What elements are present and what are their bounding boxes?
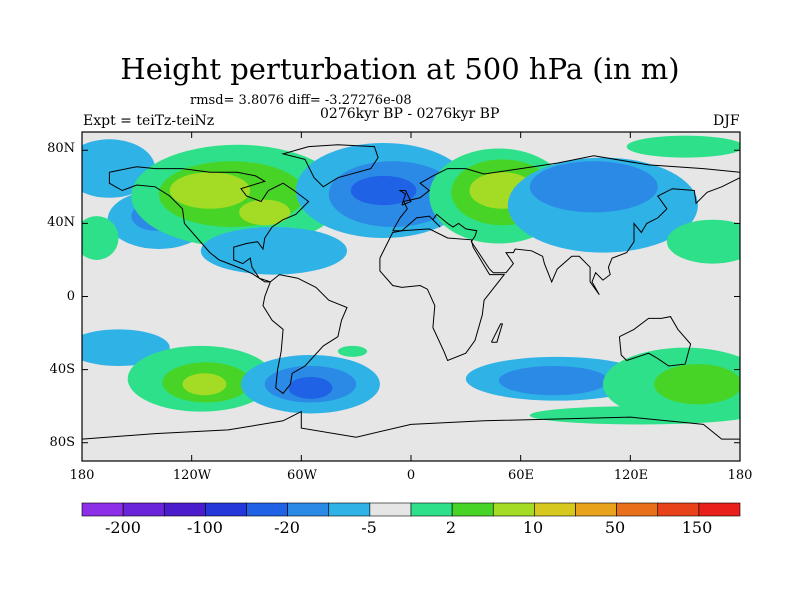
- contour-region: [288, 376, 333, 399]
- colorbar-swatch: [287, 502, 330, 517]
- x-tick-label: 60W: [287, 468, 317, 483]
- plot-title: Height perturbation at 500 hPa (in m): [120, 52, 680, 86]
- contour-region: [350, 175, 417, 206]
- colorbar-swatch: [534, 502, 576, 517]
- x-tick-label: 0: [406, 468, 416, 483]
- season-label: DJF: [713, 113, 740, 129]
- x-tick-label: 120E: [613, 468, 649, 483]
- colorbar-swatch: [369, 502, 412, 517]
- colorbar-swatch: [328, 502, 371, 517]
- coastline: [398, 190, 412, 206]
- colorbar-swatch: [163, 502, 206, 517]
- colorbar-swatch: [698, 502, 741, 517]
- contour-region: [498, 365, 609, 396]
- colorbar-swatch: [451, 502, 494, 517]
- y-tick-label: 80N: [47, 141, 75, 156]
- y-tick-label: 40S: [49, 362, 75, 377]
- x-tick-label: 120W: [172, 468, 212, 483]
- colorbar-label: 2: [445, 518, 457, 537]
- contour-region: [82, 216, 119, 260]
- colorbar-swatch: [575, 502, 617, 517]
- x-tick-label: 180: [727, 468, 753, 483]
- y-tick-label: 80S: [49, 435, 75, 450]
- colorbar-swatch: [492, 502, 535, 517]
- colorbar-label: -20: [274, 518, 300, 537]
- period-label: 0276kyr BP - 0276kyr BP: [320, 106, 500, 122]
- axis-ticks: [81, 132, 741, 461]
- colorbar-swatch: [246, 502, 288, 517]
- contour-region: [529, 406, 740, 425]
- x-tick-label: 180: [69, 468, 95, 483]
- coastline: [618, 316, 692, 367]
- colorbar: [81, 502, 741, 517]
- coastline-layer: [82, 144, 740, 440]
- coastline: [108, 166, 310, 283]
- coastline: [262, 274, 348, 395]
- coastline: [82, 410, 740, 440]
- contour-region: [654, 364, 740, 405]
- x-tick-label: 60E: [507, 468, 535, 483]
- colorbar-label: -100: [187, 518, 223, 537]
- contour-region: [529, 161, 658, 213]
- colorbar-label: 10: [522, 518, 544, 537]
- y-tick-label: 0: [66, 289, 75, 304]
- colorbar-swatch: [657, 502, 700, 517]
- colorbar-label: 50: [604, 518, 626, 537]
- coastline: [490, 323, 504, 343]
- contour-region: [337, 345, 368, 357]
- colorbar-swatch: [616, 502, 659, 517]
- colorbar-swatch: [410, 502, 453, 517]
- y-tick-label: 40N: [47, 215, 75, 230]
- contour-region: [169, 172, 251, 209]
- contour-region: [626, 135, 740, 158]
- colorbar-label: 150: [681, 518, 713, 537]
- contour-region: [666, 219, 740, 264]
- experiment-label: Expt = teiTz-teiNz: [83, 113, 215, 129]
- stats-label: rmsd= 3.8076 diff= -3.27276e-08: [190, 93, 412, 108]
- colorbar-label: -5: [361, 518, 377, 537]
- contour-region: [239, 199, 291, 226]
- coastline: [392, 177, 740, 295]
- colorbar-swatch: [205, 502, 247, 517]
- contour-region: [200, 227, 348, 275]
- colorbar-swatch: [122, 502, 165, 517]
- coastline: [379, 228, 506, 362]
- coastline: [281, 144, 379, 188]
- colorbar-swatch: [81, 502, 124, 517]
- colorbar-label: -200: [105, 518, 141, 537]
- contour-region: [182, 373, 227, 396]
